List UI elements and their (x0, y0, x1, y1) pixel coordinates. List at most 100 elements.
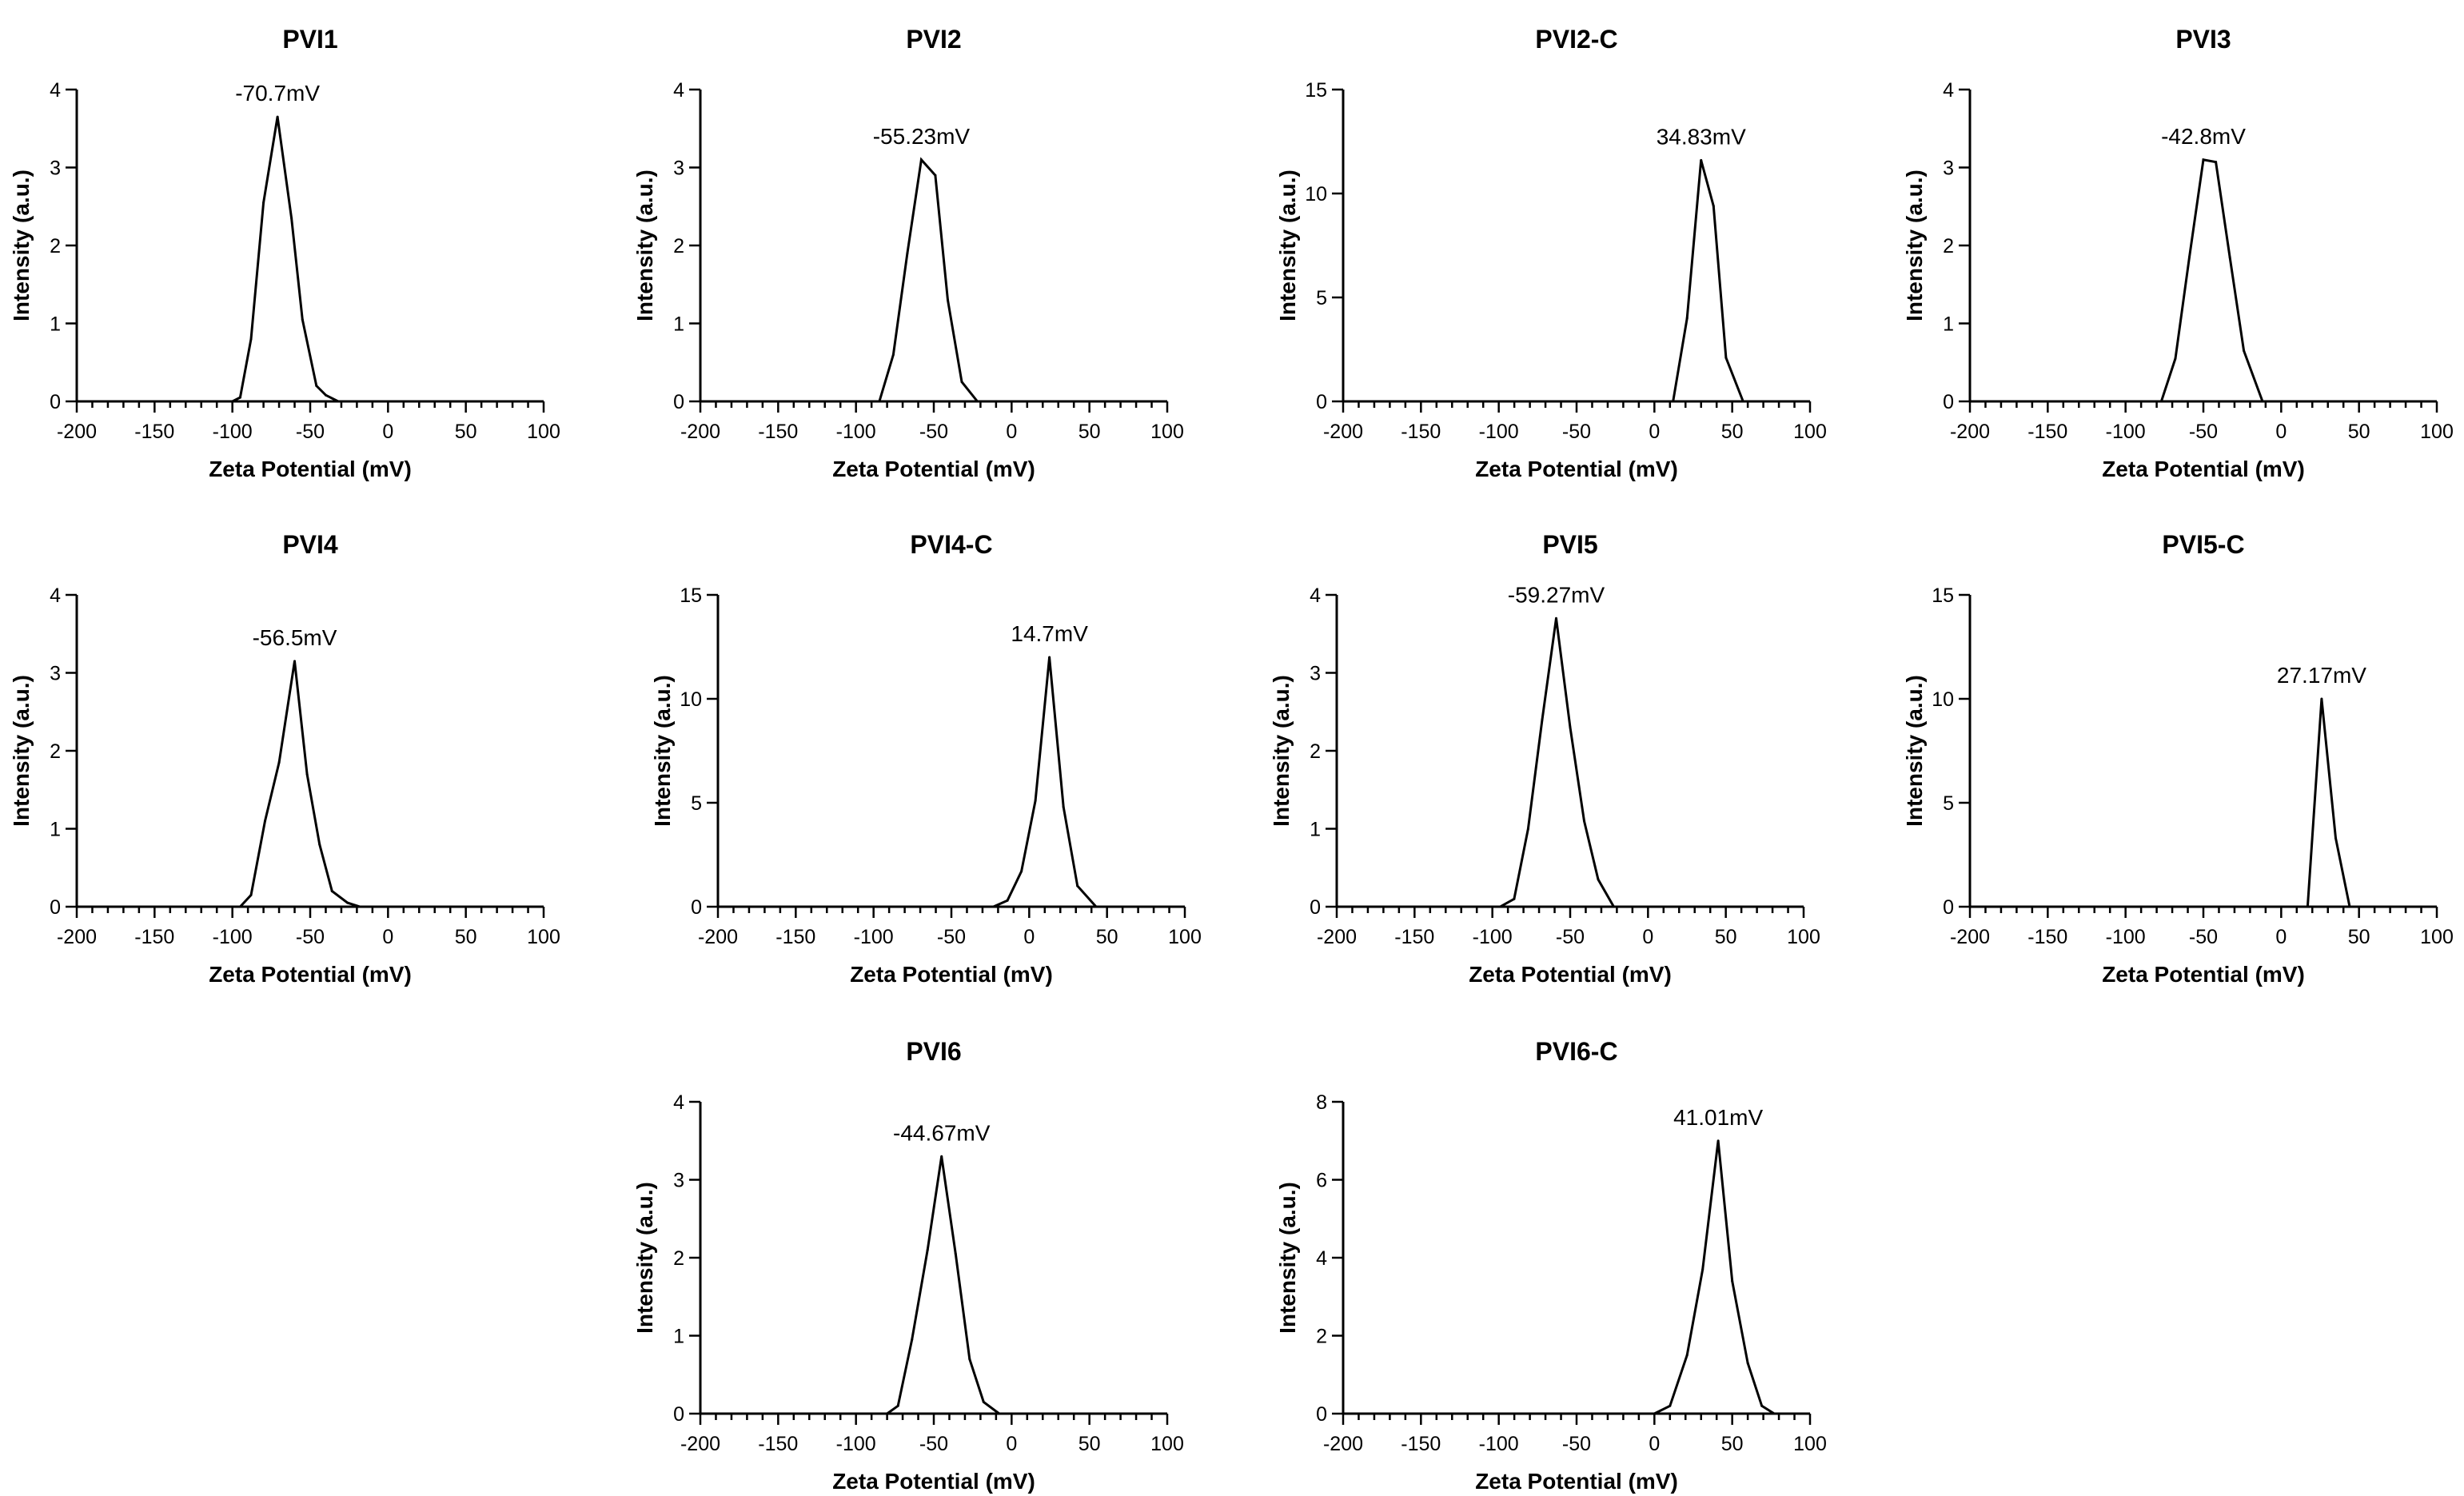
x-tick-label: -100 (836, 421, 876, 443)
panel-title: PVI6-C (1535, 1037, 1617, 1066)
y-tick-label: 15 (680, 584, 702, 607)
data-point (2202, 158, 2205, 162)
data-point (358, 905, 361, 908)
x-tick-label: 50 (1078, 421, 1101, 443)
series-line (1343, 160, 1744, 403)
data-point (1048, 656, 1051, 659)
x-tick-label: -100 (1473, 926, 1513, 948)
data-point (2228, 256, 2231, 259)
data-point (1700, 158, 1703, 162)
x-axis-label: Zeta Potential (mV) (2102, 457, 2305, 481)
data-point (2215, 161, 2218, 164)
panel-pvi4-c: PVI4-C -200 -150 -100 -50 0 50 100 0 5 10 15 Zeta Po… (650, 530, 1202, 987)
x-tick-label: 100 (1793, 1433, 1827, 1455)
data-point (249, 893, 253, 896)
data-point (1335, 905, 1338, 908)
x-tick-label: -50 (2189, 926, 2218, 948)
series-line (1970, 698, 2351, 908)
data-point (1968, 400, 1972, 403)
y-tick-label: 2 (1943, 235, 1954, 257)
data-point (1342, 1412, 1345, 1415)
data-point (1712, 205, 1715, 208)
x-tick-label: 100 (527, 926, 560, 948)
data-point (911, 1338, 914, 1341)
panel-pvi3: PVI3 -200 -150 -100 -50 0 50 100 0 1 2 3 4 Zeta Poten… (1902, 25, 2454, 481)
x-tick-label: -100 (213, 421, 253, 443)
data-point (968, 1358, 971, 1361)
y-tick-label: 4 (673, 79, 684, 102)
x-tick-label: 50 (1715, 926, 1737, 948)
x-axis-label: Zeta Potential (mV) (209, 457, 412, 481)
data-point (1746, 1362, 1749, 1365)
x-tick-label: -100 (1479, 421, 1519, 443)
series-line (1970, 158, 2264, 403)
data-point (1701, 1268, 1704, 1271)
series-line (1343, 1140, 1775, 1415)
peak-annotation: 41.01mV (1673, 1105, 1763, 1130)
x-tick-label: 50 (2348, 421, 2370, 443)
x-tick-label: 50 (1096, 926, 1118, 948)
data-point (264, 820, 267, 823)
data-point (290, 217, 293, 220)
data-point (878, 400, 881, 403)
x-tick-label: 0 (382, 926, 393, 948)
data-point (896, 1404, 899, 1407)
y-tick-label: 15 (1305, 79, 1327, 102)
data-point (1669, 1404, 1672, 1407)
data-point (1554, 616, 1557, 620)
x-tick-label: 100 (1150, 421, 1184, 443)
data-point (305, 772, 309, 776)
y-tick-label: 4 (1316, 1247, 1327, 1270)
data-point (75, 905, 78, 908)
y-tick-label: 5 (691, 792, 702, 815)
data-point (1672, 400, 1675, 403)
data-point (2187, 256, 2191, 259)
data-point (249, 337, 253, 341)
data-point (1653, 1412, 1656, 1415)
x-tick-label: 100 (527, 421, 560, 443)
x-tick-label: 50 (1721, 1433, 1744, 1455)
y-axis-label: Intensity (a.u.) (650, 675, 675, 827)
y-tick-label: 3 (673, 158, 684, 180)
x-tick-label: 100 (1793, 421, 1827, 443)
x-tick-label: -50 (1556, 926, 1585, 948)
x-tick-label: -150 (134, 421, 174, 443)
data-point (262, 201, 265, 204)
data-point (2334, 836, 2337, 840)
data-point (919, 158, 923, 162)
y-axis-label: Intensity (a.u.) (9, 170, 34, 321)
x-tick-label: -100 (854, 926, 894, 948)
x-tick-label: 0 (2275, 926, 2287, 948)
x-axis-label: Zeta Potential (mV) (850, 962, 1053, 987)
data-point (960, 381, 963, 384)
data-point (1685, 1354, 1689, 1357)
data-point (716, 905, 720, 908)
peak-annotation: 27.17mV (2277, 663, 2366, 688)
data-point (1772, 1412, 1776, 1415)
x-tick-label: -50 (1562, 421, 1591, 443)
x-tick-label: -50 (919, 1433, 948, 1455)
panel-title: PVI4 (282, 530, 338, 559)
y-tick-label: 3 (1943, 158, 1954, 180)
data-point (934, 174, 937, 177)
x-tick-label: -200 (1950, 421, 1990, 443)
x-tick-label: 0 (1006, 421, 1017, 443)
y-tick-label: 0 (1316, 391, 1327, 413)
panel-pvi1: PVI1 -200 -150 -100 -50 0 50 100 0 1 2 3 4 Zeta Poten… (9, 25, 560, 481)
panel-pvi2: PVI2 -200 -150 -100 -50 0 50 100 0 1 2 3 4 Zeta Poten… (632, 25, 1184, 481)
x-tick-label: 100 (1787, 926, 1820, 948)
data-point (330, 890, 333, 892)
y-tick-label: 2 (673, 1247, 684, 1270)
panel-title: PVI5-C (2162, 530, 2244, 559)
y-axis-label: Intensity (a.u.) (9, 675, 34, 827)
x-axis-label: Zeta Potential (mV) (2102, 962, 2305, 987)
panel-title: PVI1 (282, 25, 337, 54)
data-point (1716, 1139, 1720, 1143)
panel-title: PVI5 (1542, 530, 1597, 559)
data-point (954, 1252, 957, 1255)
x-tick-label: 0 (1649, 421, 1660, 443)
y-axis-label: Intensity (a.u.) (1275, 1182, 1300, 1334)
series-line (77, 660, 361, 908)
y-tick-label: 1 (673, 1326, 684, 1348)
y-tick-label: 2 (1316, 1326, 1327, 1348)
